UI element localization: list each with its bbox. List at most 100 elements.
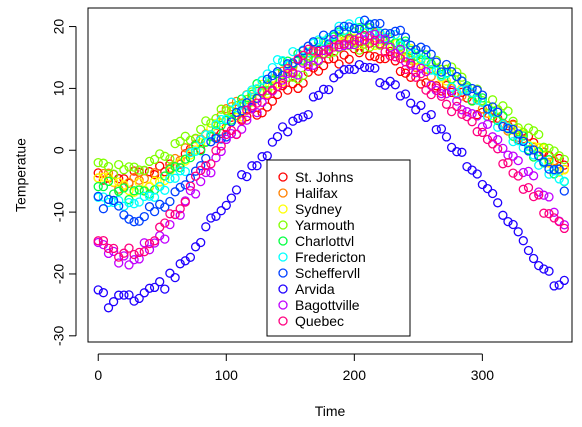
legend-marker	[278, 316, 288, 326]
data-point	[421, 44, 431, 55]
data-point	[544, 266, 554, 276]
data-point	[226, 106, 237, 116]
data-point	[528, 191, 539, 202]
data-point	[175, 136, 185, 146]
data-point	[534, 147, 544, 157]
data-point	[544, 155, 554, 165]
data-point	[441, 59, 452, 70]
y-axis-label: Temperatue	[13, 138, 29, 212]
data-point	[139, 211, 149, 222]
data-point	[467, 117, 477, 127]
data-point	[252, 110, 262, 120]
data-point	[242, 171, 252, 182]
data-point	[421, 66, 431, 77]
data-point	[559, 223, 569, 234]
data-point	[324, 48, 334, 59]
data-point	[457, 85, 467, 95]
data-point	[508, 219, 518, 230]
data-point	[262, 90, 272, 100]
data-point	[216, 104, 226, 114]
data-point	[426, 49, 436, 59]
data-point	[395, 44, 406, 54]
data-point	[190, 166, 201, 176]
data-point	[487, 95, 498, 105]
data-point	[472, 95, 482, 105]
data-point	[124, 243, 134, 253]
data-point	[426, 89, 436, 100]
data-point	[221, 200, 231, 211]
data-point	[395, 40, 406, 50]
data-point	[272, 82, 283, 92]
data-point	[375, 18, 385, 29]
data-point	[134, 165, 144, 175]
data-point	[298, 112, 308, 122]
data-point	[134, 216, 144, 226]
data-point	[257, 75, 267, 85]
data-point	[221, 114, 231, 125]
data-point	[160, 185, 170, 195]
data-point	[247, 85, 257, 95]
data-point	[498, 101, 508, 111]
data-point	[370, 29, 380, 39]
data-point	[139, 186, 149, 196]
data-point	[534, 151, 544, 161]
data-point	[267, 137, 278, 147]
legend-marker	[278, 236, 288, 246]
data-point	[180, 180, 190, 190]
legend-marker	[278, 284, 288, 294]
data-point	[149, 192, 160, 202]
data-point	[549, 164, 559, 175]
data-point	[170, 173, 180, 183]
legend-label: Yarmouth	[295, 217, 355, 233]
data-point	[400, 89, 411, 99]
data-point	[349, 23, 359, 34]
data-point	[206, 118, 216, 128]
series-7	[93, 59, 569, 313]
data-point	[149, 236, 160, 246]
data-point	[298, 46, 308, 56]
data-point	[390, 52, 400, 62]
data-point	[559, 186, 569, 196]
data-point	[441, 69, 452, 79]
legend: St. JohnsHalifaxSydneyYarmouthCharlottvl…	[266, 159, 411, 337]
data-point	[124, 260, 134, 270]
data-point	[175, 166, 185, 176]
legend-label: Bagottville	[295, 297, 360, 313]
data-point	[98, 181, 109, 192]
data-point	[400, 32, 411, 42]
series-9	[93, 30, 569, 262]
data-point	[431, 66, 441, 76]
data-point	[108, 195, 119, 206]
data-point	[370, 26, 380, 36]
data-point	[457, 147, 467, 157]
data-point	[267, 81, 278, 91]
data-points-layer	[93, 15, 569, 313]
data-point	[421, 112, 431, 123]
data-point	[196, 165, 206, 176]
data-point	[554, 216, 564, 227]
y-tick-label: -30	[51, 325, 67, 345]
data-point	[431, 83, 441, 93]
data-point	[201, 160, 211, 171]
data-point	[513, 227, 523, 237]
data-point	[103, 303, 114, 313]
data-point	[334, 39, 344, 50]
data-point	[441, 132, 452, 142]
data-point	[477, 179, 488, 190]
data-point	[160, 284, 170, 294]
data-point	[103, 176, 114, 187]
data-point	[559, 154, 569, 165]
data-point	[170, 209, 180, 220]
data-point	[272, 131, 283, 142]
data-point	[467, 83, 477, 94]
data-point	[98, 235, 109, 246]
data-point	[344, 22, 354, 32]
data-point	[544, 209, 554, 219]
data-point	[98, 288, 109, 298]
data-point	[144, 191, 155, 201]
data-point	[436, 124, 447, 134]
data-point	[416, 79, 426, 89]
y-tick-label: -20	[51, 264, 67, 284]
data-point	[201, 153, 211, 164]
data-point	[487, 188, 498, 199]
